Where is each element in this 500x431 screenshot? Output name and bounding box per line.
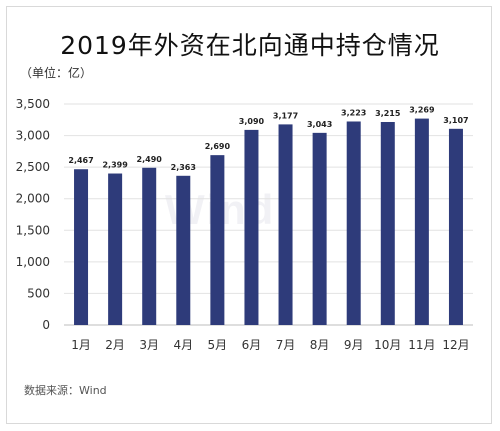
x-tick-label: 8月 <box>310 338 330 352</box>
data-label: 3,177 <box>273 111 298 120</box>
y-tick-label: 2,000 <box>16 192 50 206</box>
bar <box>448 128 463 325</box>
data-label: 3,223 <box>341 108 366 117</box>
data-label: 2,490 <box>137 155 163 164</box>
y-tick-label: 1,000 <box>16 255 50 269</box>
x-tick-label: 3月 <box>139 338 159 352</box>
y-tick-label: 500 <box>27 286 50 300</box>
x-tick-label: 11月 <box>408 338 435 352</box>
x-tick-label: 7月 <box>276 338 296 352</box>
x-tick-label: 1月 <box>71 338 91 352</box>
x-tick-label: 12月 <box>442 338 469 352</box>
data-label: 3,107 <box>443 116 468 125</box>
bar <box>414 118 429 325</box>
x-tick-label: 2月 <box>105 338 125 352</box>
data-label: 2,690 <box>205 142 231 151</box>
data-label: 3,215 <box>375 109 401 118</box>
data-label: 2,399 <box>102 161 128 170</box>
source-note: 数据来源：Wind <box>24 384 107 397</box>
bar <box>244 129 259 325</box>
data-label: 2,467 <box>68 156 93 165</box>
bar <box>278 124 293 325</box>
bar <box>74 169 89 325</box>
y-tick-label: 2,500 <box>16 160 50 174</box>
unit-label: （单位：亿） <box>20 66 93 80</box>
data-label: 3,269 <box>409 106 435 115</box>
bar <box>210 155 225 325</box>
bar <box>380 121 395 325</box>
data-label: 2,363 <box>171 163 196 172</box>
bar <box>108 173 123 325</box>
y-tick-label: 1,500 <box>16 223 50 237</box>
x-tick-label: 6月 <box>242 338 262 352</box>
y-tick-label: 3,000 <box>16 129 50 143</box>
x-tick-label: 5月 <box>208 338 228 352</box>
bar <box>142 167 157 325</box>
bar <box>346 121 361 325</box>
chart-title: 2019年外资在北向通中持仓情况 <box>60 31 440 60</box>
y-tick-label: 3,500 <box>16 97 50 111</box>
bar <box>176 175 191 325</box>
x-tick-label: 10月 <box>374 338 401 352</box>
x-tick-label: 9月 <box>344 338 364 352</box>
bar <box>312 132 327 325</box>
x-tick-label: 4月 <box>173 338 193 352</box>
y-tick-label: 0 <box>42 318 50 332</box>
data-label: 3,043 <box>307 120 332 129</box>
data-label: 3,090 <box>239 117 265 126</box>
